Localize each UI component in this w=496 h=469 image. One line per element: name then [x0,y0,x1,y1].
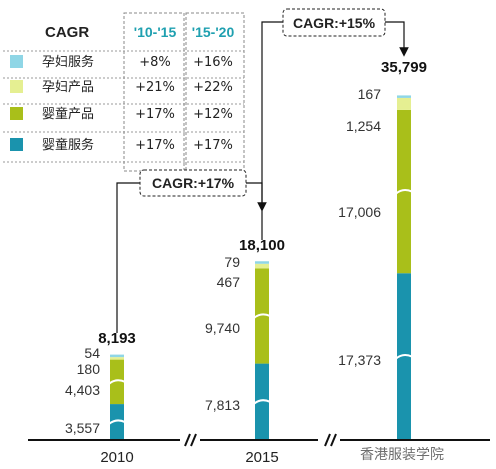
cagr-period-1: '15-'20 [192,24,235,40]
value-label: 4,403 [65,382,100,398]
value-label: 180 [77,361,101,377]
cagr-value: +17% [193,138,233,153]
axis-break-mark [190,433,197,447]
cagr-value: +17% [135,107,175,122]
axis-break-mark [324,433,331,447]
cagr-connector [246,182,267,212]
value-label: 17,006 [338,204,381,220]
x-tick-label: 2015 [245,449,278,466]
value-label: 467 [217,274,241,290]
value-label: 9,740 [205,320,240,336]
legend-label: 婴童服务 [42,137,94,153]
value-label: 167 [358,86,382,102]
legend-label: 婴童产品 [42,106,94,122]
cagr-value: +16% [193,55,233,70]
legend-table: CAGR '10-'15 '15-'20 孕妇服务 +8% +16% 孕妇产品 +21% +22… [3,12,245,172]
bar-break-mark [395,188,413,195]
bar-segment [110,354,124,358]
value-label: 54 [84,345,100,361]
legend-swatch [10,55,23,68]
value-label: 1,254 [346,118,381,134]
total-label: 8,193 [98,330,136,347]
cagr-value: +12% [193,107,233,122]
x-axis: 2010 2015 [28,433,490,466]
cagr-box [139,169,247,197]
total-label: 18,100 [239,237,285,254]
cagr-box [282,8,386,37]
bar-segment [110,359,124,405]
bars [108,95,413,440]
cagr-connector [385,21,409,57]
value-label: 79 [224,254,240,270]
bar-segment [255,263,269,269]
cagr-annotation: CAGR:+17% [152,175,235,191]
bar-segment [397,109,411,274]
bar-break-mark [108,379,126,385]
cagr-value: +8% [139,55,171,70]
total-label: 35,799 [381,59,427,76]
cagr-period-0: '10-'15 [134,24,177,40]
value-label: 17,373 [338,352,381,368]
cagr-value: +17% [135,138,175,153]
bar-break-mark [253,399,271,405]
bar-break-mark [395,354,413,360]
cagr-table-title: CAGR [45,24,89,41]
legend-label: 孕妇产品 [42,79,94,95]
bar-segment [397,273,411,440]
bar-segment [397,95,411,98]
cagr-value: +21% [135,80,175,95]
legend-swatch [10,138,23,151]
bar-segment [255,268,269,364]
legend-label: 孕妇服务 [42,54,94,70]
x-tick-label: 2010 [100,449,133,466]
value-label: 7,813 [205,397,240,413]
watermark: 香港服装学院 [360,447,444,463]
cagr-connectors: CAGR:+17% CAGR:+15% [116,8,409,333]
bar-break-mark [253,313,271,319]
bar-segment [397,97,411,110]
value-label: 3,557 [65,420,100,436]
bar-break-mark [108,419,126,425]
axis-break-mark [330,433,337,447]
bar-segment [110,357,124,360]
legend-swatch [10,80,23,93]
axis-break-mark [184,433,191,447]
bar-segment [255,363,269,440]
cagr-annotation: CAGR:+15% [293,15,376,31]
cagr-connector [116,182,140,333]
legend-swatch [10,107,23,120]
cagr-connector [261,21,283,240]
cagr-value: +22% [193,80,233,95]
bar-segment [110,404,124,440]
bar-segment [255,261,269,264]
